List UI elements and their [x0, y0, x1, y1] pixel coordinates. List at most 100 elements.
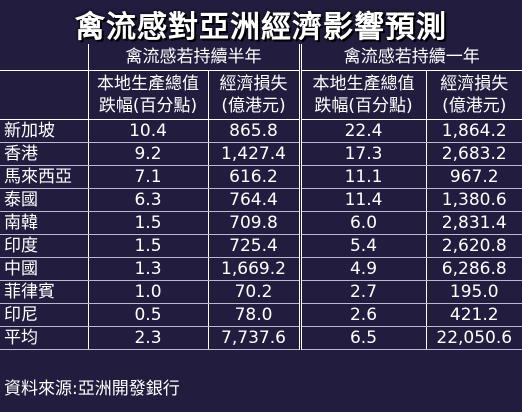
cell-value: 195.0: [449, 282, 499, 302]
country-name: 南韓: [4, 213, 38, 233]
header-line: (億港元): [442, 96, 507, 116]
cell-value: 6.0: [349, 213, 378, 233]
country-cell: 新加坡: [0, 119, 88, 143]
corner: [0, 44, 88, 71]
cell-value: 10.4: [129, 121, 167, 141]
country-cell: 香港: [0, 142, 88, 166]
value-cell: 5.4: [298, 234, 426, 258]
value-cell: 2,620.8: [425, 234, 522, 258]
group-label: 禽流感若持續半年: [125, 47, 262, 67]
value-cell: 967.2: [425, 165, 522, 189]
cell-value: 7.1: [134, 167, 162, 187]
header-line: (億港元): [221, 96, 286, 116]
value-cell: 865.8: [207, 119, 300, 143]
header-line: 跌幅(百分點): [98, 96, 198, 116]
value-cell: 2.6: [298, 303, 426, 327]
table: 禽流感若持續半年 禽流感若持續一年 本地生產總值 跌幅(百分點) 經濟損失 (億港元) 本地…: [0, 44, 522, 350]
cell-value: 7,737.6: [221, 328, 286, 348]
value-cell: 1,380.6: [425, 188, 522, 212]
cell-value: 6.5: [349, 328, 378, 348]
column-header: 經濟損失 (億港元): [207, 70, 300, 120]
cell-value: 865.8: [229, 121, 278, 141]
country-cell: 印度: [0, 234, 88, 258]
cell-value: 616.2: [229, 167, 278, 187]
value-cell: 11.4: [298, 188, 426, 212]
value-cell: 421.2: [425, 303, 522, 327]
data-row: 平均 2.3 7,737.6 6.5 22,050.6: [0, 326, 522, 350]
value-cell: 6.5: [298, 326, 426, 350]
cell-value: 70.2: [234, 282, 273, 302]
title: 禽流感對亞洲經濟影響預測: [75, 10, 447, 45]
country-name: 平均: [4, 328, 38, 348]
column-header: 本地生產總值 跌幅(百分點): [298, 70, 426, 120]
value-cell: 616.2: [207, 165, 300, 189]
cell-value: 709.8: [229, 213, 278, 233]
header-line: 本地生產總值: [312, 74, 415, 94]
cell-value: 5.4: [349, 236, 378, 256]
header-line: 經濟損失: [440, 74, 509, 94]
value-cell: 1,864.2: [425, 119, 522, 143]
data-row: 印尼 0.5 78.0 2.6 421.2: [0, 303, 522, 327]
cell-value: 1,380.6: [441, 190, 507, 210]
value-cell: 2.3: [87, 326, 208, 350]
cell-value: 11.1: [344, 167, 383, 187]
cell-value: 22.4: [344, 121, 383, 141]
value-cell: 2,831.4: [425, 211, 522, 235]
group-row: 禽流感若持續半年 禽流感若持續一年: [0, 44, 522, 71]
group-header: 禽流感若持續一年: [298, 44, 522, 71]
value-cell: 7,737.6: [207, 326, 300, 350]
value-cell: 11.1: [298, 165, 426, 189]
cell-value: 11.4: [344, 190, 383, 210]
value-cell: 2.7: [298, 280, 426, 304]
country-cell: 平均: [0, 326, 88, 350]
data-row: 香港 9.2 1,427.4 17.3 2,683.2: [0, 142, 522, 166]
cell-value: 764.4: [229, 190, 278, 210]
column-header: 本地生產總值 跌幅(百分點): [87, 70, 208, 120]
country-cell: 泰國: [0, 188, 88, 212]
cell-value: 17.3: [344, 144, 383, 164]
corner: [0, 70, 88, 120]
country-cell: 中國: [0, 257, 88, 281]
value-cell: 1.0: [87, 280, 208, 304]
cell-value: 4.9: [349, 259, 378, 279]
cell-value: 1.3: [134, 259, 162, 279]
data-row: 新加坡 10.4 865.8 22.4 1,864.2: [0, 119, 522, 143]
value-cell: 22.4: [298, 119, 426, 143]
cell-value: 78.0: [234, 305, 273, 325]
cell-value: 1,427.4: [221, 144, 286, 164]
country-name: 印尼: [4, 305, 38, 325]
data-row: 南韓 1.5 709.8 6.0 2,831.4: [0, 211, 522, 235]
value-cell: 9.2: [87, 142, 208, 166]
value-cell: 70.2: [207, 280, 300, 304]
cell-value: 1,669.2: [221, 259, 286, 279]
cell-value: 6.3: [134, 190, 162, 210]
data-row: 泰國 6.3 764.4 11.4 1,380.6: [0, 188, 522, 212]
cell-value: 6,286.8: [441, 259, 507, 279]
value-cell: 709.8: [207, 211, 300, 235]
country-cell: 南韓: [0, 211, 88, 235]
cell-value: 967.2: [449, 167, 499, 187]
value-cell: 2,683.2: [425, 142, 522, 166]
cell-value: 2,831.4: [441, 213, 507, 233]
cell-value: 1,864.2: [441, 121, 507, 141]
value-cell: 6,286.8: [425, 257, 522, 281]
country-name: 新加坡: [4, 121, 55, 141]
header-line: 本地生產總值: [97, 74, 199, 94]
country-name: 馬來西亞: [4, 167, 72, 187]
data-row: 中國 1.3 1,669.2 4.9 6,286.8: [0, 257, 522, 281]
cell-value: 725.4: [229, 236, 278, 256]
value-cell: 10.4: [87, 119, 208, 143]
country-name: 香港: [4, 144, 38, 164]
source: 資料來源:亞洲開發銀行: [4, 379, 180, 399]
value-cell: 1.3: [87, 257, 208, 281]
group-header: 禽流感若持續半年: [87, 44, 300, 71]
cell-value: 2.7: [349, 282, 378, 302]
cell-value: 2.6: [349, 305, 378, 325]
value-cell: 0.5: [87, 303, 208, 327]
cell-value: 1.5: [134, 213, 162, 233]
country-cell: 馬來西亞: [0, 165, 88, 189]
cell-value: 421.2: [449, 305, 499, 325]
column-header: 經濟損失 (億港元): [425, 70, 522, 120]
country-cell: 印尼: [0, 303, 88, 327]
